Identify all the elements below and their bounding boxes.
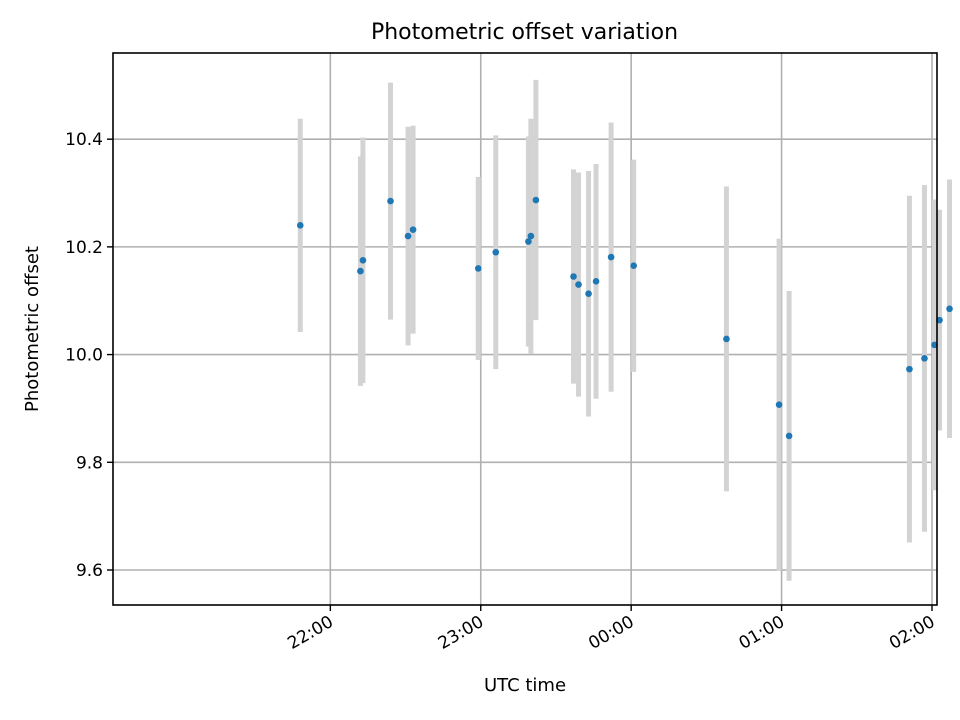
y-tick-label: 9.8 [76, 453, 103, 473]
data-point [474, 265, 482, 272]
data-point [931, 341, 938, 349]
grid-lines [113, 53, 937, 605]
data-point [775, 401, 783, 408]
data-point [575, 281, 582, 288]
data-point [630, 262, 637, 270]
y-tick-label: 10.0 [65, 346, 103, 366]
error-bars [297, 79, 953, 581]
data-point [785, 432, 793, 440]
data-points [296, 196, 953, 440]
data-point [387, 197, 394, 205]
x-tick-label: 01:00 [736, 612, 788, 654]
data-point [570, 273, 577, 280]
data-point [404, 232, 412, 240]
x-tick-label: 02:00 [886, 612, 938, 654]
x-tick-label: 22:00 [284, 612, 336, 654]
x-axis-label: UTC time [484, 675, 566, 696]
data-point [607, 253, 615, 261]
plot-frame [112, 52, 938, 606]
y-tick-label: 9.6 [76, 561, 103, 581]
data-point [906, 365, 913, 373]
data-point [592, 278, 600, 285]
data-point [359, 257, 367, 264]
data-point [946, 305, 953, 313]
axis-ticks: 22:0023:0000:0001:0002:0003:009.69.810.0… [65, 130, 938, 654]
x-tick-label: 00:00 [585, 612, 637, 654]
data-point [357, 267, 364, 275]
data-point [527, 232, 535, 240]
y-tick-label: 10.4 [65, 130, 103, 150]
data-point [409, 226, 417, 233]
y-axis-label: Photometric offset [22, 246, 43, 412]
data-point [492, 248, 500, 256]
data-point [532, 196, 540, 204]
data-point [585, 290, 592, 298]
data-point [296, 222, 304, 229]
y-tick-label: 10.2 [65, 238, 103, 258]
data-point [723, 335, 730, 343]
x-tick-label: 23:00 [435, 612, 487, 654]
data-point [936, 316, 943, 324]
data-point [921, 355, 928, 362]
data-point [525, 238, 532, 245]
chart-title: Photometric offset variation [371, 20, 678, 45]
